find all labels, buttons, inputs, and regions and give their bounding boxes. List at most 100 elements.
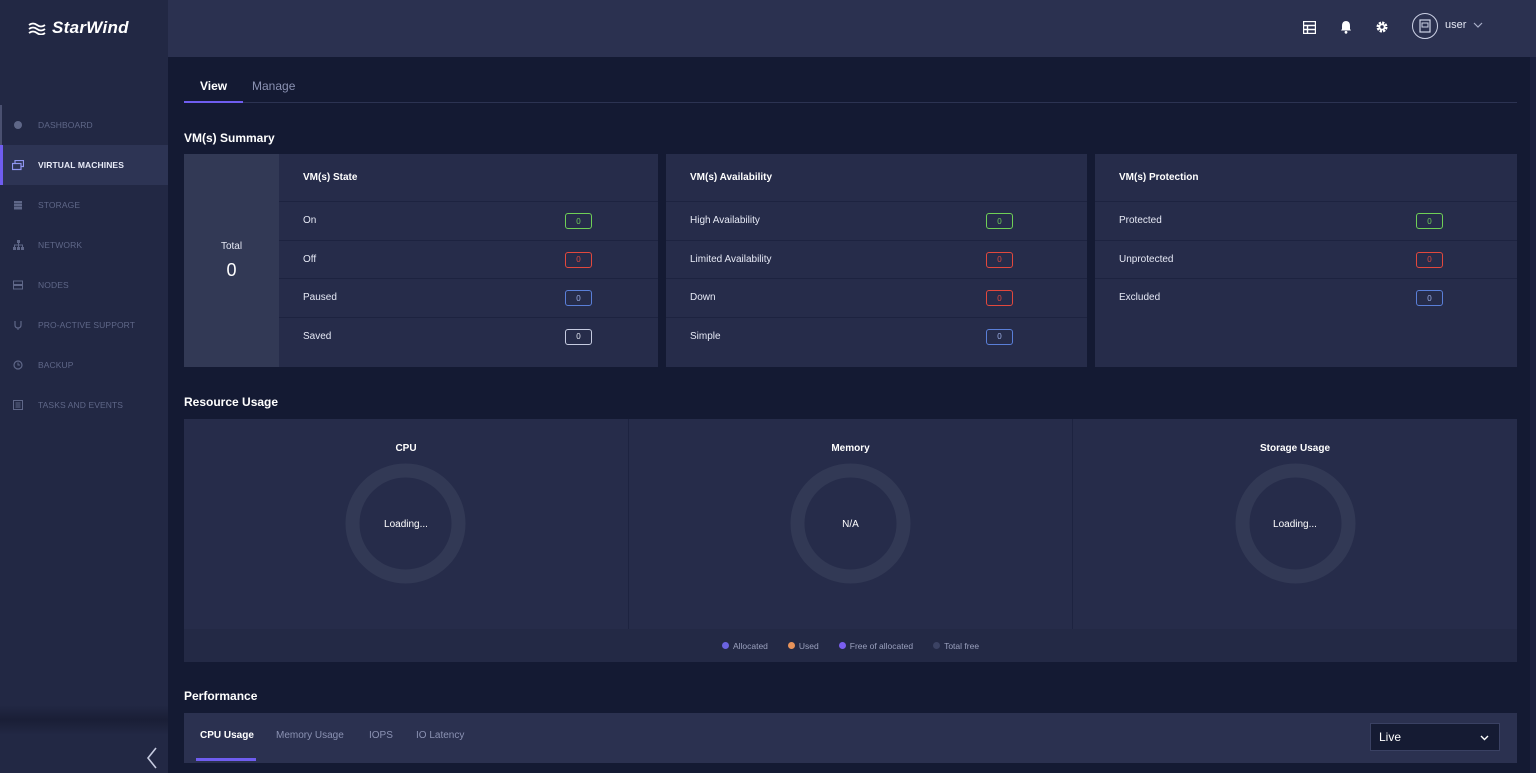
row-label: Down	[690, 292, 716, 304]
network-icon	[12, 239, 24, 251]
sidebar-item-virtual-machines[interactable]: VIRTUAL MACHINES	[0, 145, 168, 185]
tasks-icon	[12, 399, 24, 411]
user-icon	[1419, 19, 1431, 33]
vm-availability-card: VM(s) Availability High Availability 0 L…	[666, 154, 1087, 367]
count-badge[interactable]: 0	[986, 213, 1013, 229]
logo-text: StarWind	[52, 18, 129, 37]
legend-item-allocated[interactable]: Allocated	[721, 640, 768, 651]
sidebar-item-label: TASKS AND EVENTS	[38, 400, 124, 410]
collapse-sidebar-button[interactable]	[144, 745, 160, 771]
tab-iops[interactable]: IOPS	[369, 730, 393, 741]
time-range-select[interactable]: Live	[1370, 723, 1500, 751]
memory-donut	[790, 463, 911, 584]
row-label: Off	[303, 253, 317, 265]
count-badge[interactable]: 0	[565, 328, 592, 345]
row-label: Saved	[303, 330, 332, 342]
vm-protection-card: VM(s) Protection Protected 0 Unprotected…	[1095, 154, 1517, 367]
legend-item-used[interactable]: Used	[787, 640, 819, 651]
sidebar-item-label: BACKUP	[38, 360, 74, 370]
memory-usage-chart: Memory N/A	[628, 419, 1072, 629]
list-item: Limited Availability 0	[666, 239, 1087, 279]
user-name[interactable]: user	[1445, 19, 1467, 31]
sidebar-item-nodes[interactable]: NODES	[0, 265, 168, 305]
list-item: Down 0	[666, 278, 1087, 317]
cpu-value: Loading...	[384, 519, 428, 530]
legend-label: Used	[798, 640, 819, 651]
count-badge[interactable]: 0	[565, 251, 592, 268]
list-item: Paused 0	[279, 278, 658, 317]
list-item: Protected 0	[1095, 201, 1517, 240]
sidebar-item-label: VIRTUAL MACHINES	[38, 160, 124, 170]
vm-state-title: VM(s) State	[303, 172, 358, 183]
list-item: Saved 0	[279, 316, 658, 356]
avatar[interactable]	[1412, 13, 1438, 39]
list-item: High Availability 0	[666, 201, 1087, 240]
row-label: Unprotected	[1119, 253, 1174, 265]
gear-icon	[1376, 21, 1388, 33]
cpu-usage-chart: CPU Loading...	[184, 419, 628, 629]
count-badge[interactable]: 0	[565, 213, 592, 229]
notifications-button[interactable]	[1338, 18, 1354, 36]
sidebar-item-backup[interactable]: BACKUP	[0, 345, 168, 385]
count-badge[interactable]: 0	[565, 290, 592, 306]
row-label: Simple	[690, 330, 721, 342]
count-badge[interactable]: 0	[986, 328, 1013, 345]
performance-title: Performance	[184, 689, 258, 703]
active-tab-indicator	[196, 758, 256, 761]
chevron-down-icon	[1480, 735, 1489, 740]
tab-cpu-usage[interactable]: CPU Usage	[200, 730, 254, 741]
table-icon	[1302, 20, 1316, 34]
table-view-button[interactable]	[1301, 18, 1317, 36]
tab-memory-usage[interactable]: Memory Usage	[276, 730, 344, 741]
sidebar-item-label: NODES	[38, 280, 69, 290]
sidebar-shadow	[0, 705, 168, 735]
vm-availability-title: VM(s) Availability	[690, 172, 773, 183]
sidebar-item-label: DASHBOARD	[38, 120, 93, 130]
logo-waves-icon	[28, 22, 46, 35]
sidebar-item-label: STORAGE	[38, 200, 81, 210]
sidebar-item-tasks-and-events[interactable]: TASKS AND EVENTS	[0, 385, 168, 425]
legend-label: Allocated	[732, 640, 768, 651]
nodes-icon	[12, 279, 24, 291]
vm-total-block: Total 0	[184, 154, 279, 367]
starwind-logo[interactable]: StarWind	[28, 16, 129, 40]
legend-label: Total free	[944, 640, 980, 651]
count-badge[interactable]: 0	[986, 251, 1013, 268]
list-item: Unprotected 0	[1095, 239, 1517, 279]
storage-title: Storage Usage	[1259, 443, 1331, 454]
tab-manage[interactable]: Manage	[252, 79, 296, 93]
legend-dot	[721, 642, 729, 649]
legend-item-free-of-allocated[interactable]: Free of allocated	[838, 641, 913, 651]
list-item: On 0	[279, 201, 658, 240]
sidebar-item-storage[interactable]: STORAGE	[0, 185, 168, 225]
legend-item-total-free[interactable]: Total free	[933, 641, 979, 651]
cpu-donut	[345, 463, 466, 584]
vm-summary-title: VM(s) Summary	[184, 131, 275, 145]
list-item: Off 0	[279, 239, 658, 279]
total-value: 0	[226, 259, 237, 280]
storage-icon	[12, 199, 24, 211]
count-badge[interactable]: 0	[1416, 213, 1443, 229]
storage-donut	[1235, 463, 1356, 584]
resource-usage-panel: CPU Loading... Memory N/A Storage Usage …	[184, 419, 1517, 662]
scroll-track[interactable]	[1530, 57, 1536, 773]
count-badge[interactable]: 0	[1416, 290, 1443, 306]
row-label: High Availability	[690, 215, 760, 227]
row-label: Limited Availability	[690, 253, 772, 265]
storage-value: Loading...	[1273, 519, 1317, 530]
tab-io-latency[interactable]: IO Latency	[416, 730, 465, 741]
performance-toolbar: CPU Usage Memory Usage IOPS IO Latency L…	[184, 713, 1517, 763]
sidebar-item-label: NETWORK	[38, 240, 83, 250]
sidebar-item-dashboard[interactable]: DASHBOARD	[0, 105, 168, 145]
tab-view[interactable]: View	[184, 79, 244, 103]
row-label: On	[303, 215, 317, 227]
top-bar: user	[168, 0, 1536, 57]
memory-title: Memory	[831, 443, 870, 454]
count-badge[interactable]: 0	[986, 290, 1013, 306]
sidebar-item-network[interactable]: NETWORK	[0, 225, 168, 265]
count-badge[interactable]: 0	[1416, 251, 1443, 268]
vm-state-card: VM(s) State On 0 Off 0 Paused 0 Saved 0	[279, 154, 658, 367]
settings-button[interactable]	[1374, 18, 1390, 36]
chevron-down-icon[interactable]	[1473, 20, 1483, 30]
sidebar-item-pro-active-support[interactable]: PRO-ACTIVE SUPPORT	[0, 305, 168, 345]
